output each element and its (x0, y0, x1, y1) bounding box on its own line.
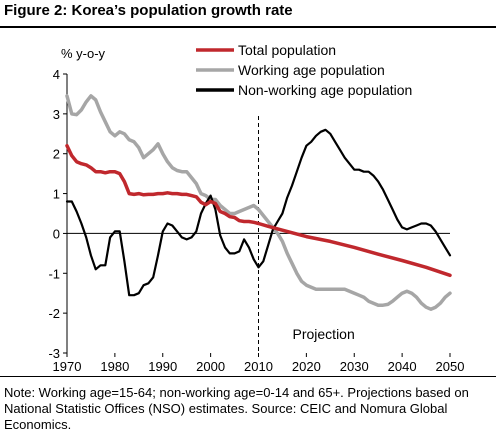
x-tick-label: 1970 (53, 359, 82, 374)
x-tick-label: 2000 (196, 359, 225, 374)
projection-label: Projection (293, 326, 355, 342)
x-tick-label: 2040 (388, 359, 417, 374)
figure-title: Figure 2: Korea’s population growth rate (4, 2, 293, 19)
y-tick-label: -2 (48, 306, 60, 321)
legend-label: Non-working age population (238, 82, 412, 98)
legend-label: Working age population (238, 62, 385, 78)
y-axis-label: % y-o-y (61, 46, 106, 61)
x-tick-label: 2010 (244, 359, 273, 374)
y-tick-label: 0 (53, 226, 60, 241)
x-tick-label: 2050 (436, 359, 465, 374)
population-growth-chart: -3 -2 -1 0 1 2 3 4 1970 1980 1990 2000 2010 2020 2030 2… (48, 42, 464, 374)
x-tick-label: 1980 (100, 359, 129, 374)
y-tick-label: 3 (53, 107, 60, 122)
y-tick-label: -3 (48, 346, 60, 361)
x-tick-label: 2020 (292, 359, 321, 374)
chart-series (65, 94, 452, 311)
series-line-total-population (65, 143, 452, 278)
y-tick-label: 2 (53, 147, 60, 162)
title-rule (0, 26, 496, 28)
note-rule (0, 376, 496, 377)
y-tick-label: -1 (48, 266, 60, 281)
y-tick-label: 1 (53, 187, 60, 202)
y-tick-label: 4 (53, 67, 60, 82)
series-line-non-working-age-population (65, 128, 452, 297)
x-tick-label: 1990 (148, 359, 177, 374)
x-tick-label: 2030 (340, 359, 369, 374)
legend-label: Total population (238, 42, 336, 58)
series-line-working-age-population (65, 94, 452, 311)
chart-legend: Total population Working age population No… (196, 42, 412, 98)
chart-axes: -3 -2 -1 0 1 2 3 4 1970 1980 1990 2000 2010 2020 2030 2… (48, 46, 464, 374)
figure-note: Note: Working age=15-64; non-working age… (4, 385, 469, 432)
